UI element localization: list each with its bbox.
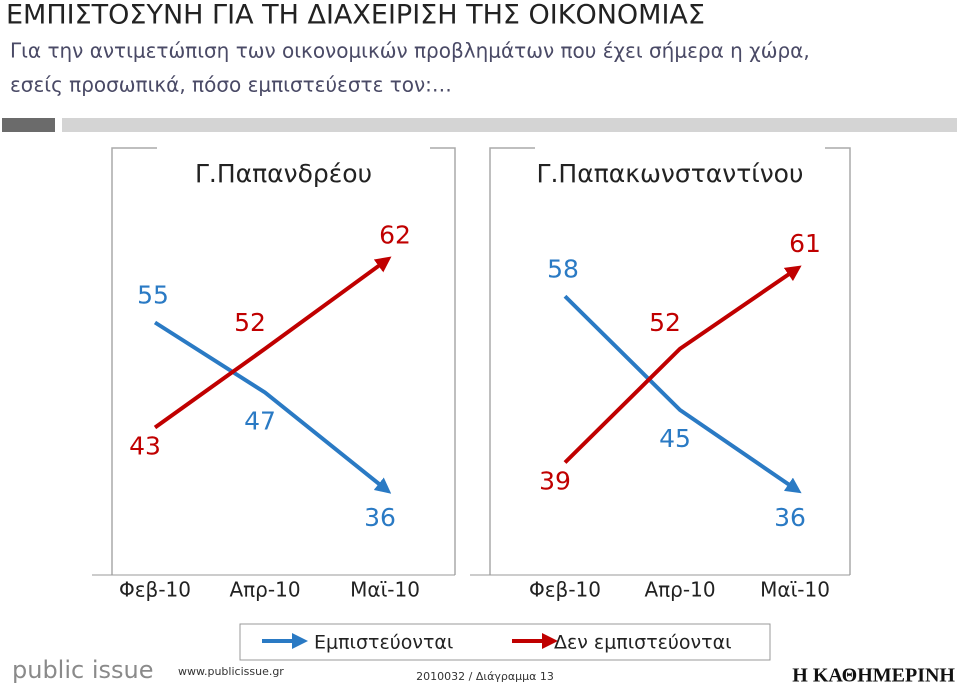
x-tick-label: Μαϊ-10 [760,578,830,602]
x-tick-label: Φεβ-10 [529,578,601,602]
subtitle: εσείς προσωπικά, πόσο εμπιστεύεστε τον:… [10,73,452,97]
panel-frame [111,147,456,575]
legend-label: Δεν εμπιστεύονται [554,632,732,654]
value-label: 58 [547,254,579,283]
x-tick-label: Μαϊ-10 [350,578,420,602]
value-label: 52 [234,308,266,337]
panel-frame [489,147,851,575]
panel-title: Γ.Παπακωνσταντίνου [537,159,804,188]
code: 2010032 / Διάγραμμα 13 [416,670,554,683]
legend-label: Εμπιστεύονται [314,632,453,654]
x-tick-label: Απρ-10 [644,578,715,602]
brand: public issue [12,656,154,684]
value-label: 47 [244,407,276,436]
value-label: 36 [774,503,806,532]
panel-title: Γ.Παπανδρέου [195,159,372,188]
line [563,294,802,494]
value-label: 39 [539,467,571,496]
legend-box [239,623,771,661]
value-label: 62 [379,220,411,249]
line [563,265,802,464]
value-label: 43 [129,432,161,461]
value-label: 55 [137,281,169,310]
x-tick-label: Φεβ-10 [119,578,191,602]
value-label: 36 [364,503,396,532]
value-label: 61 [789,229,821,258]
x-tick-label: Απρ-10 [229,578,300,602]
title: ΕΜΠΙΣΤΟΣΥΝΗ ΓΙΑ ΤΗ ΔΙΑΧΕΙΡΙΣΗ ΤΗΣ ΟΙΚΟΝΟ… [6,0,705,31]
subtitle: Για την αντιμετώπιση των οικονομικών προ… [10,39,810,63]
deco-bar [62,118,957,132]
logo: Η ΚΑΘΗΜΕΡΙΝΗ [792,665,955,687]
deco-bar [2,118,55,132]
url: www.publicissue.gr [178,665,284,678]
value-label: 45 [659,424,691,453]
line [153,256,392,430]
value-label: 52 [649,308,681,337]
line [153,320,392,494]
